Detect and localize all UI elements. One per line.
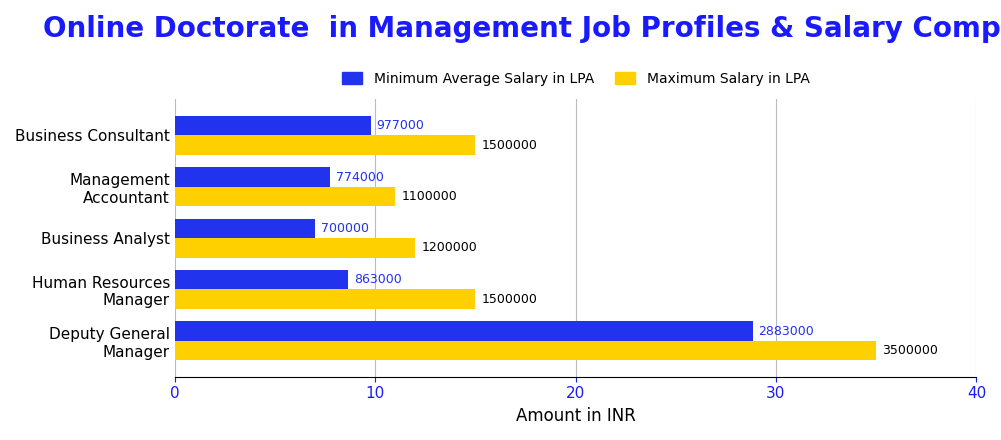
Bar [175,341,876,360]
Bar [175,136,475,155]
Bar [175,321,753,341]
Text: 3500000: 3500000 [882,344,938,357]
Bar [175,290,475,309]
Legend: Minimum Average Salary in LPA, Maximum Salary in LPA: Minimum Average Salary in LPA, Maximum S… [334,65,817,93]
Text: 863000: 863000 [353,273,401,286]
Text: 1500000: 1500000 [481,139,538,152]
Text: 1200000: 1200000 [421,242,477,254]
Text: 774000: 774000 [336,171,383,183]
Bar [175,167,330,187]
Text: 700000: 700000 [321,222,369,235]
Bar [175,187,395,206]
Text: 1500000: 1500000 [481,293,538,306]
Bar [175,116,370,136]
X-axis label: Amount in INR: Amount in INR [516,407,636,425]
Title: Online Doctorate  in Management Job Profiles & Salary Comparision: Online Doctorate in Management Job Profi… [43,15,1001,43]
Text: 2883000: 2883000 [759,325,814,337]
Text: 977000: 977000 [376,119,424,132]
Text: 1100000: 1100000 [401,190,456,203]
Bar [175,238,415,257]
Bar [175,270,347,290]
Bar [175,219,315,238]
